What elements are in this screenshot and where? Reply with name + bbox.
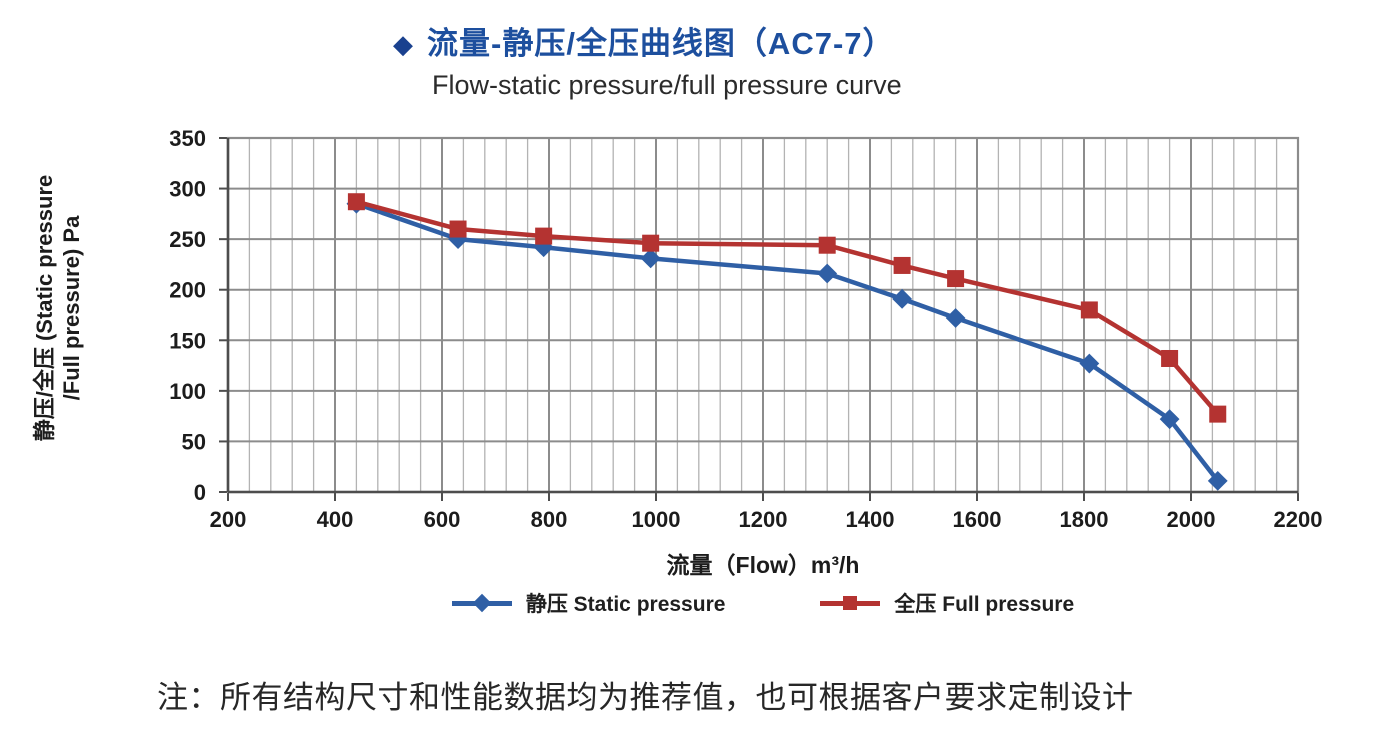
legend-item-static-pressure: 静压 Static pressure (451, 588, 726, 618)
svg-text:50: 50 (182, 429, 206, 454)
svg-text:600: 600 (424, 507, 461, 532)
footnote: 注：所有结构尺寸和性能数据均为推荐值，也可根据客户要求定制设计 (157, 680, 1134, 715)
svg-text:400: 400 (317, 507, 354, 532)
svg-text:350: 350 (169, 126, 206, 151)
square-marker-icon (843, 596, 858, 610)
svg-text:200: 200 (210, 507, 247, 532)
legend-label-static-pressure: 静压 Static pressure (525, 593, 726, 616)
svg-text:100: 100 (169, 379, 206, 404)
svg-text:800: 800 (531, 507, 568, 532)
legend-item-full-pressure: 全压 Full pressure (820, 588, 1074, 618)
svg-text:1600: 1600 (953, 507, 1002, 532)
static-pressure-diamond-marker-icon (451, 593, 512, 613)
chart-title-row: ◆ 流量-静压/全压曲线图（AC7-7） (393, 26, 895, 62)
svg-text:1200: 1200 (739, 507, 788, 532)
svg-text:150: 150 (169, 328, 206, 353)
svg-text:300: 300 (169, 177, 206, 202)
svg-text:2200: 2200 (1274, 507, 1323, 532)
legend-label-full-pressure: 全压 Full pressure (894, 593, 1075, 616)
svg-text:1800: 1800 (1060, 507, 1109, 532)
svg-text:1400: 1400 (846, 507, 895, 532)
svg-text:1000: 1000 (632, 507, 681, 532)
svg-text:250: 250 (169, 227, 206, 252)
diamond-bullet-icon: ◆ (393, 29, 413, 59)
chart-title: 流量-静压/全压曲线图（AC7-7） (427, 26, 895, 61)
chart-legend: 静压 Static pressure 全压 Full pressure (228, 588, 1298, 618)
svg-text:200: 200 (169, 278, 206, 303)
diamond-marker-icon (472, 593, 492, 613)
svg-text:0: 0 (194, 480, 206, 505)
svg-text:2000: 2000 (1167, 507, 1216, 532)
x-axis-title: 流量（Flow）m³/h (666, 552, 860, 578)
chart-subtitle: Flow-static pressure/full pressure curve (432, 70, 902, 100)
full-pressure-square-marker-icon (820, 596, 881, 610)
